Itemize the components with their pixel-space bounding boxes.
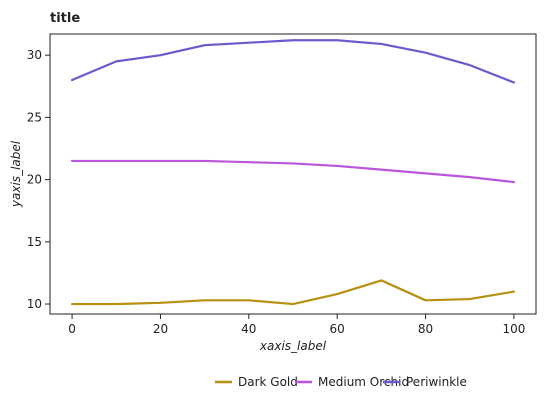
- series-lines: [70, 39, 516, 306]
- series-line-periwinkle: [70, 39, 516, 84]
- x-tick-label: 60: [330, 322, 345, 336]
- series-line-dark-gold: [70, 279, 516, 306]
- plot-area: 0 20 40 60 80 100 10 15 20 25 30: [27, 33, 537, 336]
- y-tick-label: 20: [27, 173, 42, 187]
- x-axis-label: xaxis_label: [259, 339, 327, 353]
- y-tick-label: 30: [27, 48, 42, 62]
- x-axis-ticks: 0 20 40 60 80 100: [68, 314, 525, 336]
- legend-label: Periwinkle: [406, 375, 467, 389]
- x-tick-label: 0: [68, 322, 76, 336]
- y-axis-label: yaxis_label: [9, 140, 23, 208]
- plot-frame: [49, 33, 537, 315]
- series-line-medium-orchid: [70, 159, 516, 184]
- legend-item-medium-orchid: Medium Orchid: [295, 375, 409, 389]
- x-tick-label: 20: [153, 322, 168, 336]
- legend-item-dark-gold: Dark Gold: [215, 375, 298, 389]
- y-tick-label: 25: [27, 110, 42, 124]
- y-axis-ticks: 10 15 20 25 30: [27, 48, 50, 311]
- x-tick-label: 80: [418, 322, 433, 336]
- x-tick-label: 40: [241, 322, 256, 336]
- legend-label: Dark Gold: [238, 375, 298, 389]
- legend-label: Medium Orchid: [318, 375, 409, 389]
- y-tick-label: 10: [27, 297, 42, 311]
- chart-title: title: [50, 11, 80, 26]
- legend-item-periwinkle: Periwinkle: [383, 375, 467, 389]
- y-tick-label: 15: [27, 235, 42, 249]
- x-tick-label: 100: [502, 322, 525, 336]
